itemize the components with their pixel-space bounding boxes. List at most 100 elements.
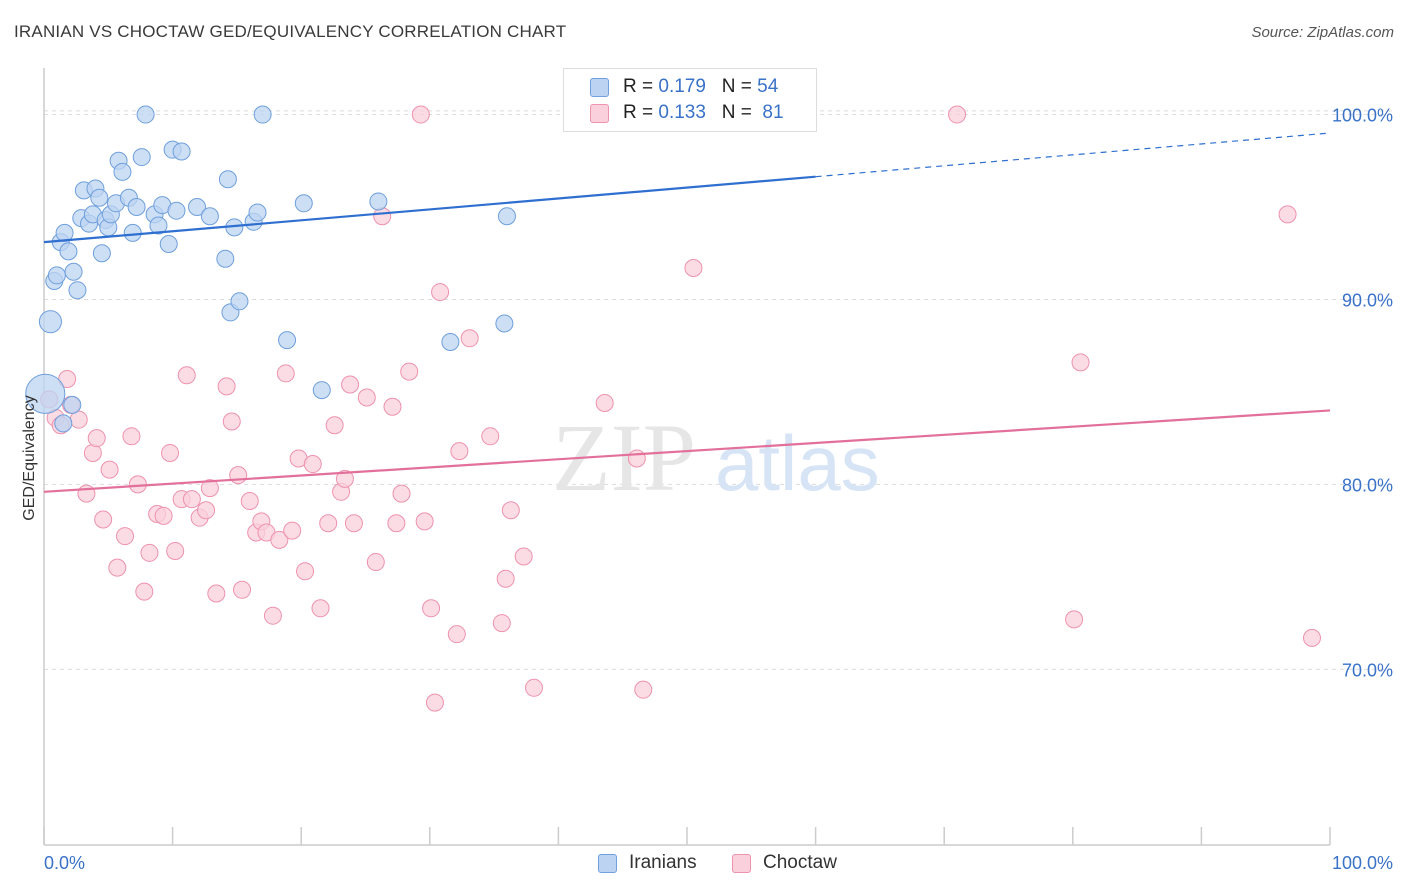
iranian-point <box>132 148 151 167</box>
iranians-n-label: N = <box>721 76 758 97</box>
choctaw-point <box>627 449 646 468</box>
choctaw-point <box>684 259 703 278</box>
choctaw-point <box>217 377 236 396</box>
choctaw-point <box>197 501 216 520</box>
choctaw-point <box>948 105 967 124</box>
choctaw-point <box>431 283 450 302</box>
iranian-point <box>64 262 83 281</box>
bottom-choctaw-swatch <box>732 854 751 873</box>
iranians-trend-line-extension <box>815 132 1331 178</box>
choctaw-point <box>357 388 376 407</box>
choctaw-point <box>366 553 385 572</box>
choctaw-point <box>325 416 344 435</box>
x-tick-label-end: 100.0% <box>1332 853 1393 873</box>
iranian-point <box>172 142 191 161</box>
choctaw-point <box>311 599 330 618</box>
watermark-atlas: atlas <box>715 419 880 507</box>
choctaw-n-label: N = <box>721 102 758 123</box>
iranians-swatch <box>590 78 609 97</box>
choctaw-point <box>501 501 520 520</box>
iranian-point <box>248 203 267 222</box>
choctaw-point <box>166 541 185 560</box>
iranian-point <box>92 244 111 263</box>
choctaw-r-value: 0.133 <box>658 102 706 123</box>
iranian-points <box>25 105 729 433</box>
bottom-iranians-label: Iranians <box>629 852 697 873</box>
choctaw-point <box>447 625 466 644</box>
choctaw-point <box>319 514 338 533</box>
tick-labels: 70.0% 80.0% 90.0% 100.0% 0.0% 100.0% <box>44 106 1393 873</box>
iranian-point <box>253 105 272 124</box>
iranian-point <box>136 105 155 124</box>
iranian-point <box>38 310 62 334</box>
iranian-point <box>218 170 237 189</box>
choctaw-point <box>524 678 543 697</box>
choctaw-trend-line <box>43 409 1331 493</box>
choctaw-point <box>207 584 226 603</box>
choctaw-point <box>400 362 419 381</box>
choctaw-point <box>303 455 322 474</box>
choctaw-point <box>135 582 154 601</box>
iranian-point <box>127 197 146 216</box>
choctaw-point <box>100 460 119 479</box>
iranians-r-label: R = <box>623 76 659 97</box>
choctaw-point <box>422 599 441 618</box>
iranian-point <box>200 207 219 226</box>
choctaw-point <box>94 510 113 529</box>
choctaw-point <box>411 105 430 124</box>
iranian-point <box>230 292 249 311</box>
iranian-point <box>159 234 178 253</box>
choctaw-point <box>425 693 444 712</box>
choctaw-point <box>108 558 127 577</box>
choctaw-point <box>415 512 434 531</box>
choctaw-r-label: R = <box>623 102 659 123</box>
choctaw-point <box>387 514 406 533</box>
choctaw-point <box>383 397 402 416</box>
y-tick-label: 70.0% <box>1342 660 1393 680</box>
choctaw-point <box>240 492 259 511</box>
iranian-point <box>312 381 331 400</box>
choctaw-point <box>116 527 135 546</box>
trend-lines <box>43 132 1331 493</box>
choctaw-point <box>182 490 201 509</box>
y-axis-label: GED/Equivalency <box>21 395 38 520</box>
iranian-point <box>25 373 66 414</box>
choctaw-point <box>344 514 363 533</box>
y-tick-label: 100.0% <box>1332 106 1393 126</box>
choctaw-point <box>276 364 295 383</box>
iranian-point <box>68 281 87 300</box>
choctaw-point <box>263 606 282 625</box>
iranian-point <box>47 266 66 285</box>
choctaw-point <box>335 469 354 488</box>
choctaw-swatch <box>590 104 609 123</box>
choctaw-point <box>1065 610 1084 629</box>
iranian-point <box>216 249 235 268</box>
iranian-point <box>441 332 460 351</box>
iranians-trend-line <box>43 175 816 244</box>
chart-title: IRANIAN VS CHOCTAW GED/EQUIVALENCY CORRE… <box>14 22 567 41</box>
choctaw-point <box>233 580 252 599</box>
stats-legend: R = 0.179 N = 54 R = 0.133 N = 81 <box>563 68 817 132</box>
choctaw-point <box>492 614 511 633</box>
choctaw-point <box>283 521 302 540</box>
choctaw-point <box>460 329 479 348</box>
choctaw-point <box>87 429 106 448</box>
choctaw-point <box>341 375 360 394</box>
choctaw-point <box>1071 353 1090 372</box>
choctaw-point <box>83 443 102 462</box>
iranian-point <box>278 331 297 350</box>
iranian-point <box>59 242 78 261</box>
choctaw-point <box>177 366 196 385</box>
choctaw-point <box>373 207 392 226</box>
watermark: ZIP atlas <box>552 404 880 511</box>
x-tick-label-start: 0.0% <box>44 853 85 873</box>
choctaw-point <box>270 530 289 549</box>
choctaw-point <box>222 412 241 431</box>
iranian-point <box>188 197 207 216</box>
iranian-point <box>497 207 516 226</box>
choctaw-point <box>634 680 653 699</box>
choctaw-point <box>200 479 219 498</box>
choctaw-point <box>1278 205 1297 224</box>
iranian-point <box>495 314 514 333</box>
iranian-point <box>167 201 186 220</box>
